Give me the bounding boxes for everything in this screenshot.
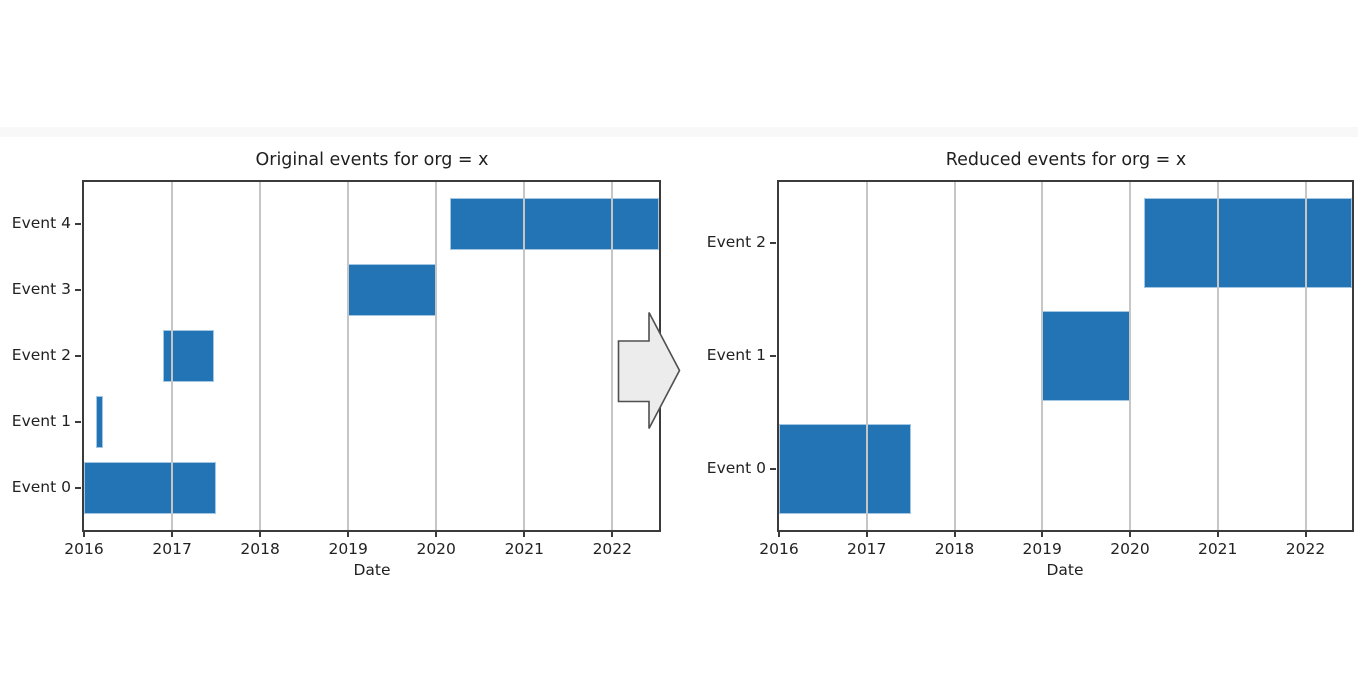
x-tick-label: 2017 — [152, 540, 192, 558]
x-tick-label: 2020 — [1110, 540, 1150, 558]
x-tick — [1216, 532, 1219, 537]
gridline — [611, 182, 614, 530]
x-tick-label: 2021 — [504, 540, 545, 558]
y-tick — [770, 355, 776, 357]
gridline — [1304, 182, 1307, 530]
gridline — [259, 182, 262, 530]
gridline — [1129, 182, 1131, 530]
x-tick-label: 2018 — [240, 540, 280, 558]
plot-area-original — [84, 182, 659, 530]
x-tick — [435, 532, 438, 537]
x-tick-label: 2021 — [1197, 540, 1238, 558]
y-tick-label: Event 4 — [11, 214, 71, 233]
gantt-bar — [84, 461, 217, 515]
x-tick — [611, 532, 614, 537]
gridline — [865, 182, 868, 530]
gridline — [1216, 182, 1219, 530]
y-tick — [770, 242, 776, 244]
x-tick-label: 2016 — [64, 540, 104, 558]
gridline — [523, 182, 526, 530]
right-arrow-icon — [617, 312, 681, 429]
x-tick-label: 2019 — [1022, 540, 1062, 558]
gantt-bar — [1042, 310, 1130, 402]
y-tick — [75, 289, 81, 292]
y-tick — [75, 223, 81, 226]
x-tick-label: 2022 — [1285, 540, 1326, 558]
x-tick — [347, 532, 350, 537]
y-tick — [770, 468, 776, 470]
x-tick — [1304, 532, 1307, 537]
x-tick-label: 2018 — [934, 540, 975, 558]
plot-area-reduced — [779, 182, 1352, 530]
figure-top-edge — [0, 127, 1358, 137]
x-tick-label: 2019 — [328, 540, 368, 558]
x-tick-label: 2020 — [416, 540, 456, 558]
gridline — [435, 182, 438, 530]
x-tick — [1041, 532, 1044, 537]
y-tick-label: Event 3 — [11, 280, 71, 299]
x-tick — [1129, 532, 1131, 537]
x-tick — [778, 532, 780, 537]
y-tick-label: Event 0 — [706, 459, 766, 477]
y-tick-label: Event 2 — [11, 346, 71, 364]
y-tick-label: Event 2 — [706, 233, 766, 251]
x-tick — [83, 532, 85, 537]
y-tick — [75, 355, 81, 357]
x-tick — [953, 532, 956, 537]
x-tick-label: 2022 — [592, 540, 633, 558]
x-tick-label: 2016 — [759, 540, 799, 558]
gridline — [171, 182, 174, 530]
y-tick — [75, 486, 81, 489]
y-tick-label: Event 1 — [706, 346, 766, 364]
x-tick — [523, 532, 526, 537]
x-axis-label: Date — [1046, 561, 1084, 579]
gridline — [953, 182, 956, 530]
gridline — [1041, 182, 1044, 530]
gantt-bar — [450, 197, 659, 251]
x-axis-label: Date — [353, 561, 391, 579]
x-tick-label: 2017 — [846, 540, 887, 558]
y-tick-label: Event 0 — [11, 477, 71, 496]
y-tick — [75, 420, 81, 423]
chart-title-reduced: Reduced events for org = x — [945, 150, 1187, 170]
gantt-bar — [348, 263, 437, 317]
gantt-bar — [1144, 197, 1352, 289]
x-tick — [171, 532, 174, 537]
x-tick — [865, 532, 868, 537]
y-tick-label: Event 1 — [11, 411, 71, 430]
gantt-bar — [96, 395, 104, 449]
gridline — [347, 182, 350, 530]
gantt-bar — [779, 423, 911, 515]
x-tick — [259, 532, 262, 537]
chart-title-original: Original events for org = x — [255, 150, 489, 170]
